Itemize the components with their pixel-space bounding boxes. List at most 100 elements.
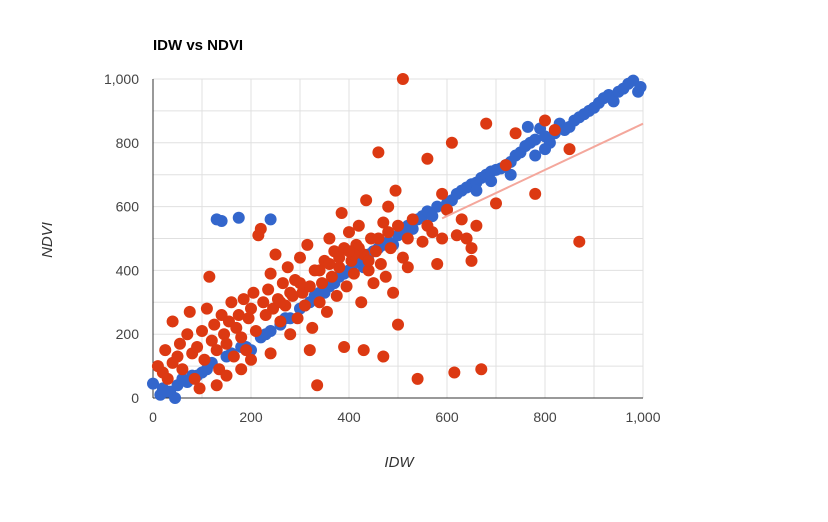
- scatter-point: [301, 238, 314, 251]
- scatter-point: [313, 296, 326, 309]
- scatter-point: [232, 309, 245, 322]
- scatter-point: [333, 261, 346, 274]
- x-tick-label: 800: [533, 409, 557, 425]
- scatter-point: [281, 261, 294, 274]
- scatter-point: [607, 95, 620, 108]
- x-axis-ticks: 0 200 400 600 800 1,000: [149, 409, 661, 425]
- scatter-point: [455, 213, 468, 226]
- scatter-point: [284, 286, 297, 299]
- trendline: [441, 122, 644, 220]
- scatter-point: [318, 286, 331, 299]
- scatter-point: [340, 280, 353, 293]
- scatter-point: [235, 363, 248, 376]
- scatter-point: [431, 200, 444, 213]
- scatter-point: [470, 219, 483, 232]
- scatter-point: [382, 226, 395, 239]
- scatter-point: [237, 293, 250, 306]
- scatter-point: [436, 187, 449, 200]
- scatter-point: [291, 312, 304, 325]
- scatter-point: [387, 286, 400, 299]
- scatter-point: [306, 321, 319, 334]
- scatter-point: [303, 280, 316, 293]
- scatter-point: [448, 366, 461, 379]
- scatter-point: [352, 219, 365, 232]
- scatter-point: [242, 312, 255, 325]
- scatter-point: [480, 117, 493, 130]
- scatter-point: [183, 305, 196, 318]
- scatter-point: [191, 340, 204, 353]
- scatter-point: [426, 210, 439, 223]
- scatter-point: [372, 146, 385, 159]
- scatter-point: [377, 216, 390, 229]
- scatter-point: [325, 270, 338, 283]
- scatter-point: [529, 187, 542, 200]
- scatter-point: [161, 372, 174, 385]
- scatter-point: [347, 267, 360, 280]
- scatter-point: [460, 232, 473, 245]
- scatter-point: [377, 350, 390, 363]
- scatter-point: [203, 270, 216, 283]
- scatter-point: [225, 296, 238, 309]
- scatter-point: [171, 350, 184, 363]
- scatter-point: [259, 328, 272, 341]
- x-tick-label: 200: [239, 409, 263, 425]
- scatter-point: [181, 328, 194, 341]
- scatter-point: [161, 385, 174, 398]
- scatter-point: [338, 340, 351, 353]
- scatter-point: [504, 168, 517, 181]
- scatter-point: [205, 334, 218, 347]
- scatter-point: [320, 305, 333, 318]
- scatter-point: [247, 286, 260, 299]
- scatter-point: [311, 379, 324, 392]
- scatter-point: [355, 296, 368, 309]
- scatter-point: [240, 344, 253, 357]
- scatter-point: [450, 229, 463, 242]
- y-axis-ticks: 0 200 400 600 800 1,000: [104, 71, 139, 406]
- scatter-point: [262, 283, 275, 296]
- scatter-point: [396, 251, 409, 264]
- scatter-point: [294, 251, 306, 264]
- scatter-point: [539, 143, 551, 156]
- scatter-point: [374, 258, 387, 271]
- scatter-point: [490, 197, 502, 210]
- scatter-point: [245, 302, 257, 315]
- scatter-point: [389, 184, 402, 197]
- scatter-point: [343, 226, 355, 239]
- scatter-point: [159, 344, 172, 357]
- scatter-point: [210, 344, 223, 357]
- scatter-point: [465, 242, 478, 255]
- scatter-point: [401, 232, 414, 245]
- scatter-point: [147, 377, 159, 390]
- scatter-point: [372, 232, 385, 245]
- scatter-point: [421, 219, 434, 232]
- scatter-point: [379, 270, 392, 283]
- scatter-point: [406, 222, 419, 235]
- scatter-point: [330, 289, 343, 302]
- scatter-point: [218, 328, 231, 341]
- scatter-point: [392, 219, 404, 232]
- y-tick-label: 800: [116, 135, 140, 151]
- scatter-point: [298, 299, 311, 312]
- scatter-point: [232, 211, 245, 224]
- scatter-point: [475, 363, 488, 376]
- scatter-point: [384, 242, 397, 255]
- scatter-point: [208, 318, 221, 331]
- scatter-point: [357, 344, 370, 357]
- scatter-point: [416, 235, 429, 248]
- scatter-point: [421, 152, 434, 165]
- y-tick-label: 600: [116, 199, 140, 215]
- scatter-point: [276, 277, 289, 290]
- scatter-point: [274, 315, 287, 328]
- scatter-point: [401, 261, 414, 274]
- scatter-point: [470, 184, 483, 197]
- scatter-point: [573, 235, 586, 248]
- scatter-point: [367, 277, 380, 290]
- scatter-point: [485, 175, 498, 188]
- scatter-point: [313, 264, 326, 277]
- scatter-point: [245, 353, 257, 366]
- scatter-point: [235, 331, 248, 344]
- scatter-point: [362, 254, 375, 267]
- y-tick-label: 200: [116, 326, 140, 342]
- scatter-point: [173, 337, 186, 350]
- scatter-point: [198, 353, 211, 366]
